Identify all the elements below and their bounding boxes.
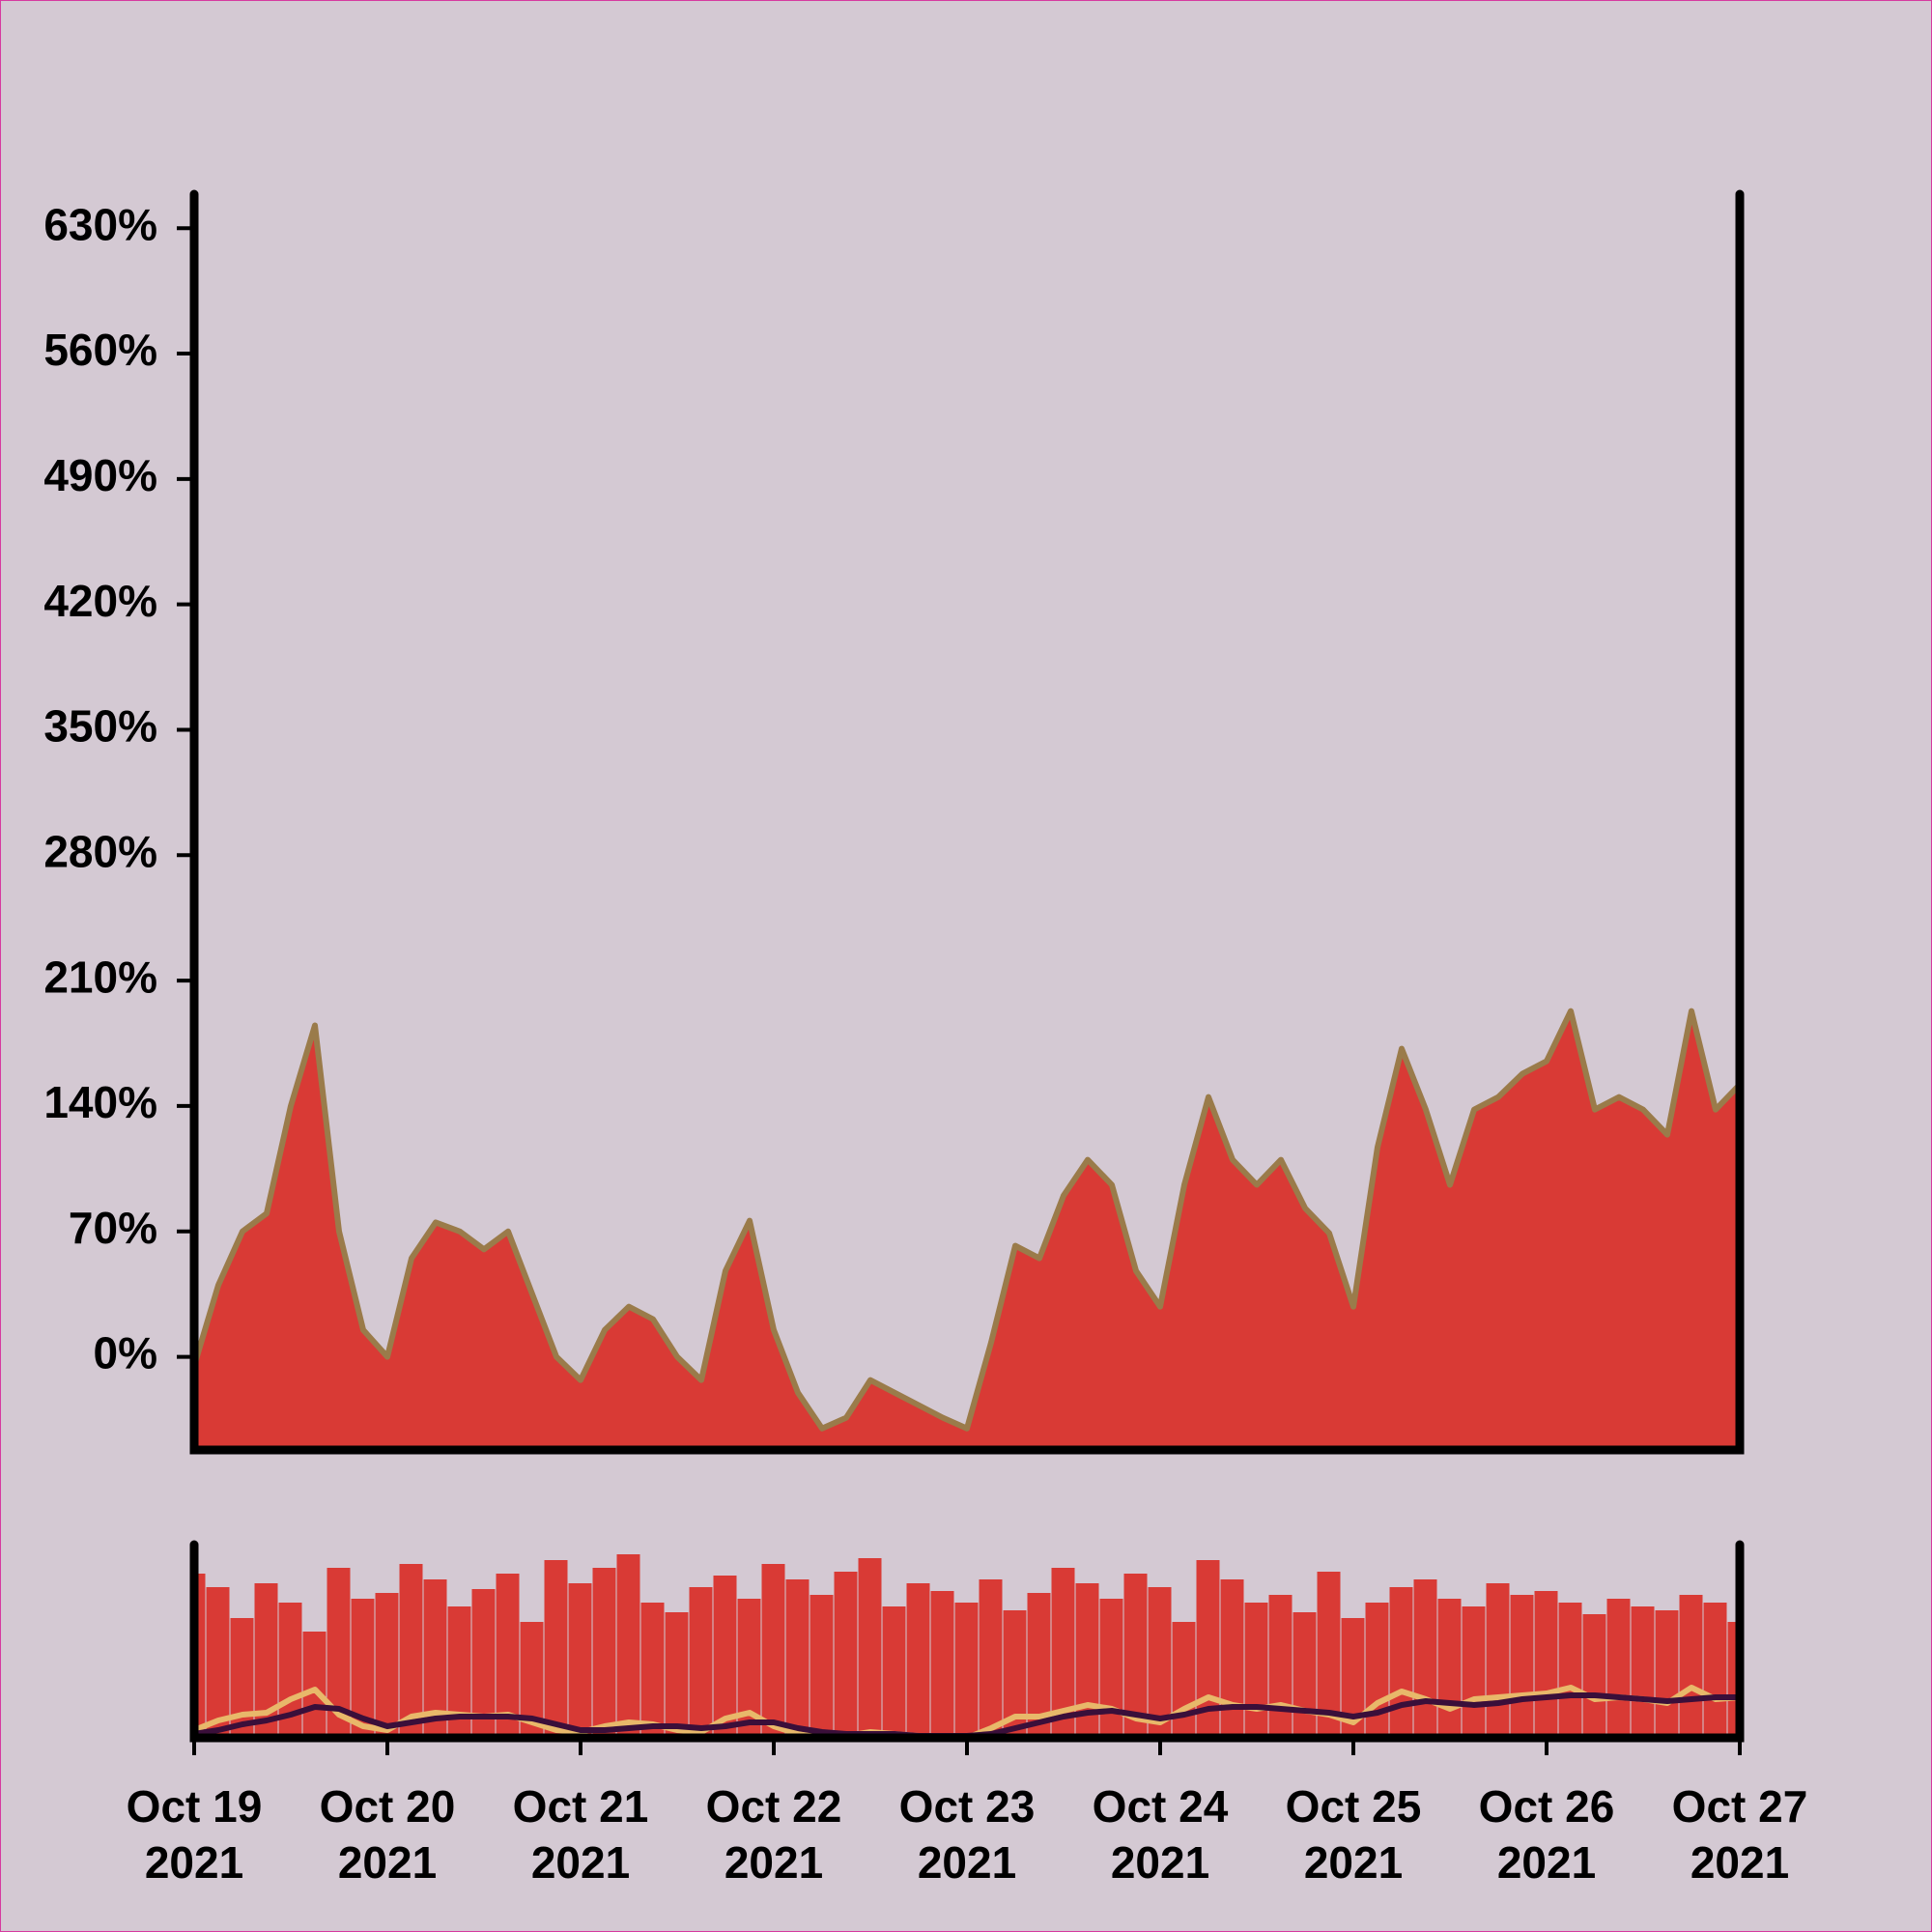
y-tick-label: 490% bbox=[43, 450, 157, 500]
volume-bar bbox=[665, 1612, 689, 1738]
volume-bar bbox=[375, 1593, 399, 1738]
x-tick-label: Oct 24 2021 bbox=[1092, 1781, 1229, 1888]
volume-bar bbox=[206, 1587, 230, 1738]
volume-bar bbox=[496, 1574, 520, 1738]
volume-bar bbox=[616, 1554, 640, 1738]
volume-bar bbox=[1655, 1610, 1679, 1738]
y-tick-label: 70% bbox=[69, 1203, 157, 1253]
x-tick-label: Oct 26 2021 bbox=[1478, 1781, 1615, 1888]
area-line bbox=[191, 1008, 1743, 1432]
volume-bar bbox=[1462, 1606, 1486, 1738]
volume-bar bbox=[1413, 1579, 1437, 1738]
x-tick-label: Oct 19 2021 bbox=[126, 1781, 263, 1888]
volume-bar bbox=[1510, 1595, 1534, 1738]
volume-bar bbox=[399, 1564, 423, 1738]
y-tick-label: 280% bbox=[43, 826, 157, 876]
y-tick-label: 630% bbox=[43, 199, 157, 249]
volume-bar bbox=[979, 1579, 1003, 1738]
volume-bar bbox=[1148, 1587, 1172, 1738]
volume-bar bbox=[713, 1576, 737, 1738]
x-tick-label: Oct 27 2021 bbox=[1671, 1781, 1808, 1888]
volume-bar bbox=[568, 1583, 592, 1738]
volume-bar bbox=[906, 1583, 930, 1738]
x-tick-label: Oct 22 2021 bbox=[705, 1781, 842, 1888]
volume-bar bbox=[1679, 1595, 1703, 1738]
y-tick-label: 420% bbox=[43, 576, 157, 626]
volume-bar bbox=[761, 1564, 785, 1738]
volume-bar bbox=[1486, 1583, 1510, 1738]
volume-bar bbox=[1244, 1603, 1268, 1738]
x-tick-label: Oct 23 2021 bbox=[898, 1781, 1036, 1888]
frame bbox=[189, 1540, 1745, 1743]
volume-bar bbox=[1631, 1606, 1655, 1738]
volume-bar bbox=[592, 1568, 616, 1738]
y-tick-label: 560% bbox=[43, 325, 157, 375]
volume-bar bbox=[834, 1572, 858, 1738]
volume-bar bbox=[640, 1603, 665, 1738]
volume-bar bbox=[194, 1574, 206, 1738]
volume-bar bbox=[1172, 1622, 1196, 1738]
volume-bar bbox=[1293, 1612, 1317, 1738]
x-tick-label: Oct 21 2021 bbox=[512, 1781, 649, 1888]
volume-bar bbox=[1606, 1599, 1631, 1738]
volume-bar bbox=[1389, 1587, 1413, 1738]
volume-bar bbox=[1558, 1603, 1582, 1738]
x-tick-label: Oct 25 2021 bbox=[1285, 1781, 1422, 1888]
volume-bar bbox=[544, 1560, 568, 1738]
volume-bar bbox=[1534, 1591, 1558, 1738]
x-tick-label: Oct 20 2021 bbox=[319, 1781, 456, 1888]
volume-bar bbox=[810, 1595, 834, 1738]
volume-bar bbox=[882, 1606, 906, 1738]
volume-bar bbox=[954, 1603, 979, 1738]
frame bbox=[189, 189, 1745, 1455]
volume-bar bbox=[230, 1618, 254, 1738]
y-tick-label: 0% bbox=[94, 1328, 157, 1378]
volume-bar bbox=[302, 1632, 327, 1738]
volume-bar bbox=[1703, 1603, 1727, 1738]
volume-bar bbox=[1437, 1599, 1462, 1738]
volume-bar bbox=[1268, 1595, 1293, 1738]
volume-bar bbox=[785, 1579, 810, 1738]
y-tick-label: 350% bbox=[43, 701, 157, 752]
volume-bar bbox=[1220, 1579, 1244, 1738]
volume-bar bbox=[689, 1587, 713, 1738]
volume-bar bbox=[1099, 1599, 1123, 1738]
volume-bar bbox=[1727, 1622, 1739, 1738]
volume-bar bbox=[1582, 1614, 1606, 1738]
volume-bar bbox=[930, 1591, 954, 1738]
volume-bar bbox=[858, 1558, 882, 1738]
volume-bar bbox=[1365, 1603, 1389, 1738]
area-fill bbox=[194, 1010, 1740, 1450]
y-tick-label: 140% bbox=[43, 1077, 157, 1127]
y-tick-label: 210% bbox=[43, 952, 157, 1002]
